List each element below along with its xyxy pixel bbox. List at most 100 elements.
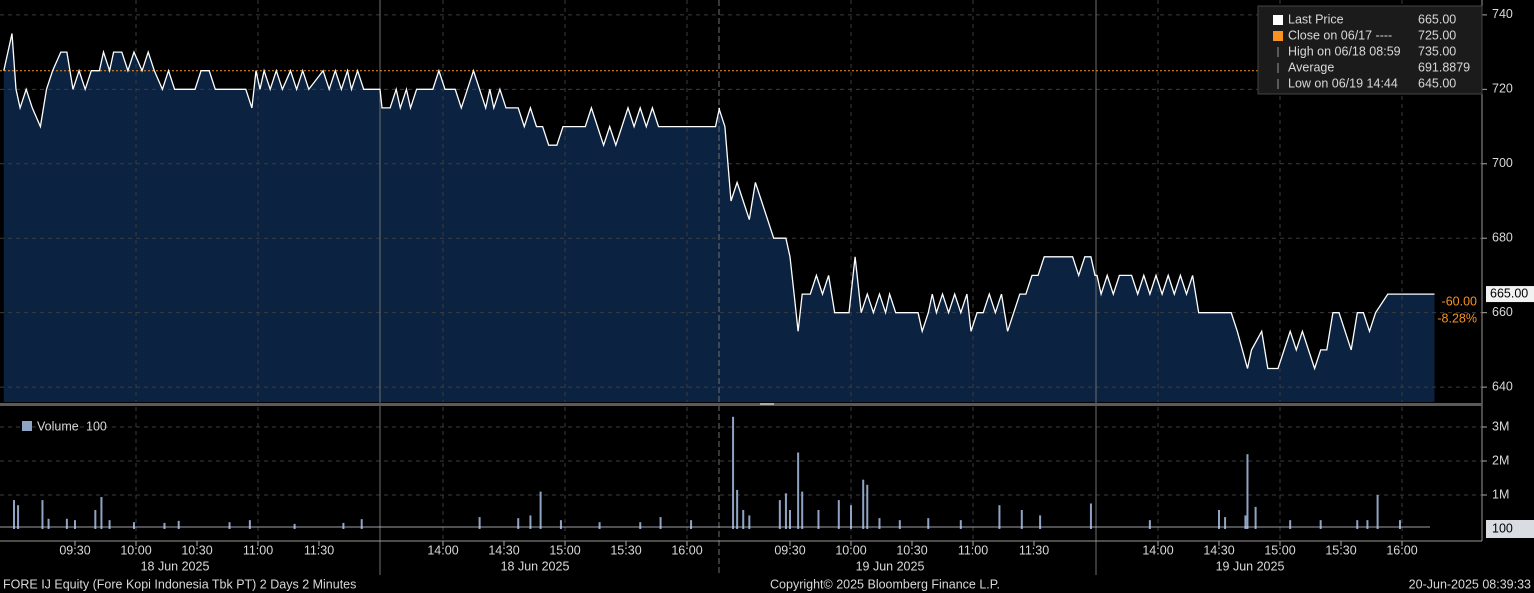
y-tick-label: 660: [1492, 305, 1513, 319]
price-area: [3, 33, 720, 402]
volume-bar: [539, 491, 542, 529]
x-tick-label: 14:30: [488, 543, 519, 557]
volume-bar: [1244, 515, 1247, 529]
x-tick-label: 15:30: [610, 543, 641, 557]
price-area: [718, 107, 1435, 403]
x-tick-label: 14:30: [1203, 543, 1234, 557]
price-line: [718, 107, 1435, 371]
volume-bar: [1319, 520, 1322, 529]
volume-bar: [690, 520, 693, 529]
y-tick-label: 680: [1492, 231, 1513, 245]
x-tick-label: 11:30: [1019, 543, 1049, 557]
volume-bar: [1039, 515, 1042, 529]
volume-bar: [1289, 520, 1292, 529]
x-tick-label: 10:00: [120, 543, 151, 557]
last-volume-label: 100: [1492, 521, 1513, 535]
volume-bar: [862, 479, 865, 529]
volume-bar: [1148, 520, 1151, 529]
last-price-label: 665.00: [1490, 286, 1528, 300]
x-tick-label: 15:00: [1264, 543, 1295, 557]
volume-bar: [1366, 520, 1369, 529]
volume-bar: [998, 505, 1001, 529]
x-tick-label: 10:30: [896, 543, 927, 557]
x-tick-label: 14:00: [1142, 543, 1173, 557]
legend-name: Average: [1288, 60, 1334, 74]
x-tick-label: 15:30: [1325, 543, 1356, 557]
legend-name: Low on 06/19 14:44: [1288, 76, 1398, 90]
footer-left: FORE IJ Equity (Fore Kopi Indonesia Tbk …: [3, 577, 356, 591]
volume-bar: [784, 493, 787, 529]
change-label: -60.00: [1442, 294, 1477, 308]
legend-swatch: [22, 421, 32, 431]
volume-bar: [248, 520, 251, 529]
volume-bar: [1376, 495, 1379, 529]
volume-bar: [47, 518, 50, 529]
x-tick-label: 15:00: [549, 543, 580, 557]
volume-bar: [132, 522, 135, 529]
volume-bar: [732, 416, 735, 529]
legend-value: 100: [86, 419, 107, 433]
volume-bar: [65, 518, 68, 529]
x-tick-label: 11:30: [304, 543, 334, 557]
volume-bar: [228, 522, 231, 529]
volume-bar: [293, 523, 296, 529]
panel-divider: [0, 403, 1482, 406]
volume-bar: [797, 452, 800, 529]
volume-bar: [1356, 520, 1359, 529]
volume-bar: [736, 489, 739, 529]
volume-bar: [850, 505, 852, 529]
footer-center: Copyright© 2025 Bloomberg Finance L.P.: [770, 577, 1000, 591]
volume-bar: [360, 519, 363, 529]
volume-bar: [1224, 517, 1227, 529]
date-label: 19 Jun 2025: [856, 559, 925, 573]
date-label: 19 Jun 2025: [1216, 559, 1285, 573]
volume-bar: [177, 520, 180, 529]
x-tick-label: 10:00: [835, 543, 866, 557]
divider-handle: [760, 403, 774, 405]
volume-bar: [13, 500, 15, 529]
legend-name: Last Price: [1288, 12, 1344, 26]
x-tick-label: 16:00: [671, 543, 702, 557]
volume-bar: [94, 509, 97, 529]
x-tick-label: 14:00: [427, 543, 458, 557]
x-tick-label: 11:00: [958, 543, 988, 557]
volume-bar: [163, 522, 166, 529]
footer-right: 20-Jun-2025 08:39:33: [1409, 577, 1531, 591]
volume-bar: [959, 520, 962, 529]
volume-bar: [817, 509, 820, 529]
volume-bar: [478, 517, 481, 529]
legend-swatch: [1273, 15, 1283, 25]
volume-bar: [927, 518, 930, 529]
volume-bar: [1218, 509, 1220, 529]
volume-bar: [1089, 503, 1092, 529]
legend-value: 691.8879: [1418, 60, 1470, 74]
volume-bar: [778, 500, 781, 529]
x-tick-label: 10:30: [181, 543, 212, 557]
x-tick-label: 09:30: [774, 543, 805, 557]
price-line: [3, 33, 721, 148]
legend-value: 735.00: [1418, 44, 1456, 58]
volume-bar: [108, 520, 111, 529]
x-tick-label: 16:00: [1386, 543, 1417, 557]
volume-bar: [878, 518, 881, 529]
volume-bar: [529, 515, 532, 529]
volume-bar: [789, 509, 791, 529]
volume-bar: [598, 522, 601, 529]
legend-name: High on 06/18 08:59: [1288, 44, 1401, 58]
legend-name: Close on 06/17 ----: [1288, 28, 1392, 42]
volume-bar: [1246, 454, 1249, 529]
volume-bar: [517, 518, 520, 529]
volume-bar: [748, 515, 751, 529]
y-tick-label: 2M: [1492, 453, 1509, 467]
y-tick-label: 700: [1492, 156, 1513, 170]
volume-bar: [1398, 520, 1401, 529]
y-tick-label: 640: [1492, 379, 1513, 393]
x-tick-label: 09:30: [59, 543, 90, 557]
volume-bar: [866, 484, 869, 529]
volume-bar: [1020, 509, 1023, 529]
volume-bar: [342, 522, 345, 529]
volume-bar: [801, 491, 804, 529]
volume-bar: [17, 505, 20, 529]
y-tick-label: 720: [1492, 82, 1513, 96]
x-tick-label: 11:00: [243, 543, 273, 557]
